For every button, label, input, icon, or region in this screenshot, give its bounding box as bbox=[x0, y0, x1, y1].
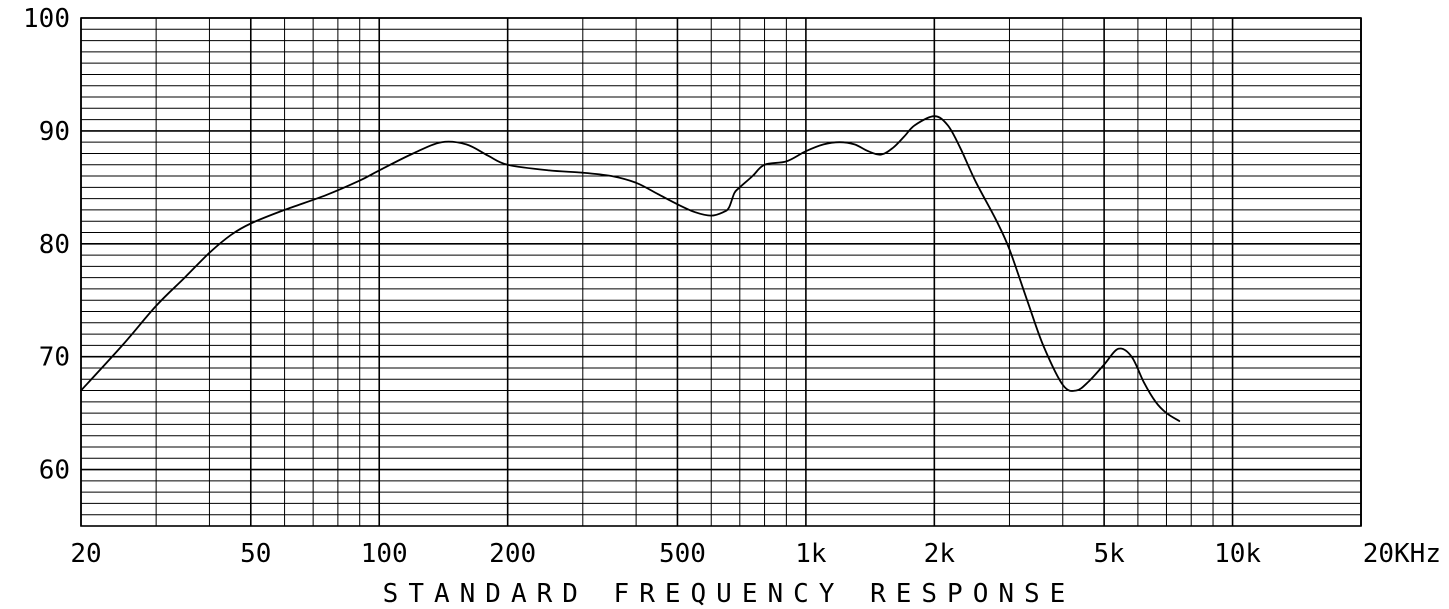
x-tick-label: 2k bbox=[924, 539, 956, 569]
x-tick-label: 100 bbox=[361, 539, 408, 569]
x-tick-label: 50 bbox=[240, 539, 271, 569]
x-tick-label: 5k bbox=[1093, 539, 1125, 569]
x-tick-label: 1k bbox=[795, 539, 827, 569]
plot-border bbox=[80, 17, 1362, 527]
grid bbox=[80, 17, 1362, 527]
y-tick-label: 80 bbox=[39, 230, 70, 260]
tick-labels: 20 50 100 200 500 1k 2k 5k 10k 20KHz 60 70 80 90 100 bbox=[23, 4, 1441, 569]
chart-title: STANDARD FREQUENCY RESPONSE bbox=[383, 579, 1076, 609]
x-tick-label: 10k bbox=[1214, 539, 1261, 569]
x-tick-label: 500 bbox=[659, 539, 706, 569]
y-tick-label: 100 bbox=[23, 4, 70, 34]
x-tick-label: 20 bbox=[70, 539, 101, 569]
y-tick-label: 60 bbox=[39, 456, 70, 486]
x-tick-label: 20KHz bbox=[1363, 539, 1441, 569]
y-tick-label: 90 bbox=[39, 117, 70, 147]
y-tick-label: 70 bbox=[39, 343, 70, 373]
frequency-response-line bbox=[80, 115, 1181, 422]
x-tick-label: 200 bbox=[489, 539, 536, 569]
series-layer bbox=[80, 115, 1181, 422]
